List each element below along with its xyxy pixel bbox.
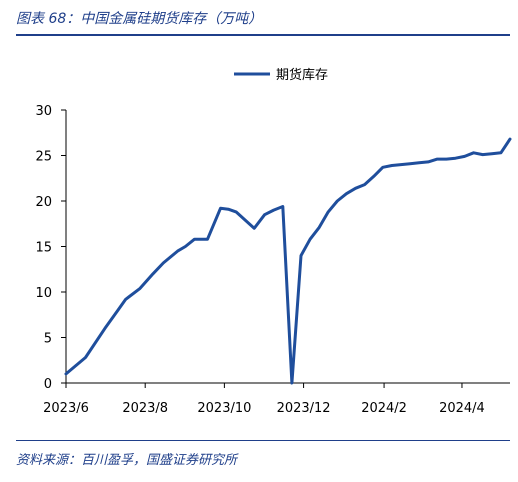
y-tick-label: 25	[35, 150, 52, 165]
x-tick-label: 2024/2	[361, 401, 407, 416]
axes	[65, 110, 510, 384]
series-line-futures-stock	[64, 137, 512, 385]
title-divider	[16, 34, 510, 36]
legend-label-stock: 期货库存	[276, 67, 328, 83]
x-tick-label: 2023/8	[122, 401, 168, 416]
axis-ticks: 0 5 10 15 20 25 30 2023/6 2023/8 2023/10 2023/12 20…	[35, 104, 484, 416]
figure-title: 图表 68：中国金属硅期货库存（万吨）	[16, 11, 263, 27]
source-note: 资料来源：百川盈孚，国盛证券研究所	[16, 453, 238, 468]
x-tick-label: 2023/10	[197, 401, 251, 416]
x-tick-label: 2024/4	[439, 401, 485, 416]
y-tick-label: 20	[35, 195, 52, 210]
y-tick-label: 30	[35, 104, 52, 119]
y-tick-label: 5	[44, 332, 52, 347]
x-tick-label: 2023/12	[277, 401, 331, 416]
x-tick-label: 2023/6	[43, 401, 89, 416]
y-tick-label: 10	[35, 286, 52, 301]
legend: 期货库存	[234, 67, 328, 83]
series-layer	[64, 137, 512, 385]
y-tick-label: 15	[35, 241, 52, 256]
y-tick-label: 0	[44, 377, 52, 392]
source-divider	[16, 440, 510, 441]
line-chart: 期货库存 0 5 10 15 20 25 30 2023/6 2023/8 2023/10 2023…	[35, 67, 512, 416]
